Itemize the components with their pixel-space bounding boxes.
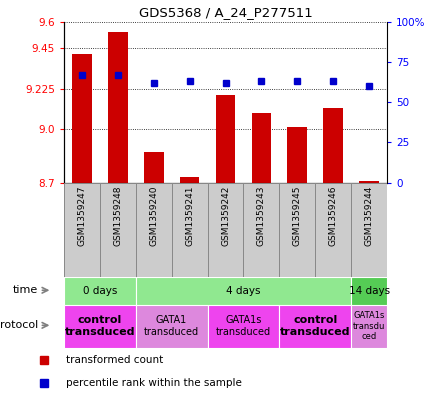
Bar [351,183,387,277]
Bar [136,183,172,277]
Text: transformed count: transformed count [66,355,163,365]
Bar [208,183,243,277]
Bar [144,152,164,183]
Text: 0 days: 0 days [83,286,117,296]
Text: 4 days: 4 days [226,286,261,296]
Bar [243,183,279,277]
Bar [351,277,387,305]
Text: GATA1s
transdu
ced: GATA1s transdu ced [353,311,385,341]
Text: GATA1s
transduced: GATA1s transduced [216,316,271,337]
Title: GDS5368 / A_24_P277511: GDS5368 / A_24_P277511 [139,6,312,19]
Text: time: time [13,285,38,295]
Bar [279,305,351,348]
Bar [208,305,279,348]
Text: protocol: protocol [0,320,38,331]
Text: control
transduced: control transduced [65,316,135,337]
Bar [72,54,92,183]
Text: GSM1359245: GSM1359245 [293,185,302,246]
Bar [136,277,351,305]
Bar [252,113,271,183]
Text: GSM1359244: GSM1359244 [365,185,374,246]
Bar [64,305,136,348]
Bar [287,127,307,183]
Bar [315,183,351,277]
Text: control
transduced: control transduced [280,316,351,337]
Bar [359,181,379,183]
Bar [108,32,128,183]
Text: GSM1359246: GSM1359246 [329,185,338,246]
Text: GSM1359247: GSM1359247 [77,185,86,246]
Text: 14 days: 14 days [348,286,390,296]
Text: GSM1359243: GSM1359243 [257,185,266,246]
Text: GSM1359241: GSM1359241 [185,185,194,246]
Bar [323,108,343,183]
Bar [180,177,199,183]
Text: GSM1359242: GSM1359242 [221,185,230,246]
Bar [64,277,136,305]
Text: GATA1
transduced: GATA1 transduced [144,316,199,337]
Text: GSM1359248: GSM1359248 [113,185,122,246]
Bar [100,183,136,277]
Bar [351,305,387,348]
Text: GSM1359240: GSM1359240 [149,185,158,246]
Text: percentile rank within the sample: percentile rank within the sample [66,378,242,388]
Bar [216,95,235,183]
Bar [136,305,208,348]
Bar [279,183,315,277]
Bar [172,183,208,277]
Bar [64,183,100,277]
